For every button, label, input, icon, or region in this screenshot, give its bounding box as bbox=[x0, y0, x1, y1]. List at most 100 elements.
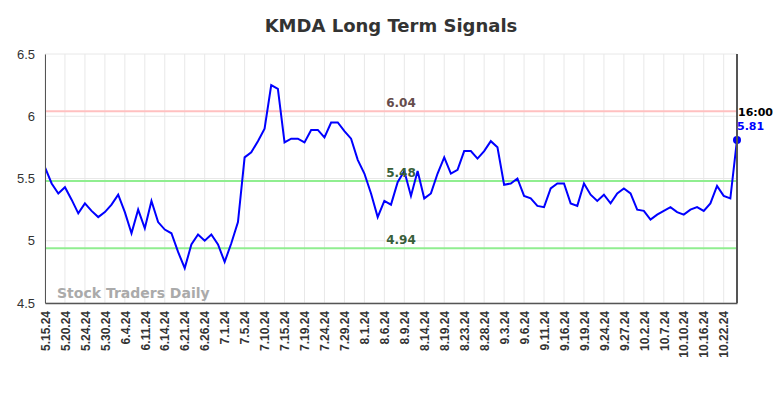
x-tick: 9.24.24 bbox=[598, 303, 612, 351]
x-tick: 5.30.24 bbox=[99, 303, 113, 351]
line-series bbox=[45, 85, 737, 268]
y-tick-label: 6 bbox=[28, 109, 35, 124]
x-tick: 6.26.24 bbox=[198, 303, 212, 351]
x-tick: 8.23.24 bbox=[458, 303, 472, 351]
x-tick-label: 7.24.24 bbox=[318, 311, 332, 351]
plot-area bbox=[45, 85, 741, 268]
level-label: 4.94 bbox=[386, 233, 416, 247]
x-tick: 8.14.24 bbox=[418, 303, 432, 351]
x-tick-label: 9.19.24 bbox=[578, 311, 592, 351]
x-tick-label: 8.19.24 bbox=[438, 311, 452, 351]
x-tick-label: 7.15.24 bbox=[278, 311, 292, 351]
x-tick: 7.1.24 bbox=[218, 303, 232, 344]
y-axis-line bbox=[45, 55, 46, 304]
x-tick-label: 7.10.24 bbox=[258, 311, 272, 351]
x-tick-label: 10.7.24 bbox=[658, 311, 672, 351]
grid-line-x bbox=[45, 54, 46, 303]
level-line bbox=[45, 247, 737, 249]
title: KMDA Long Term Signals bbox=[265, 15, 518, 36]
x-tick-label: 9.24.24 bbox=[598, 311, 612, 351]
x-tick-label: 8.1.24 bbox=[358, 311, 372, 345]
x-tick-label: 6.4.24 bbox=[119, 311, 133, 345]
x-tick-label: 5.15.24 bbox=[39, 311, 53, 351]
x-tick: 5.20.24 bbox=[59, 303, 73, 351]
x-tick: 8.9.24 bbox=[398, 303, 412, 344]
x-tick: 7.24.24 bbox=[318, 303, 332, 351]
x-tick-label: 6.14.24 bbox=[158, 311, 172, 351]
x-tick: 6.14.24 bbox=[158, 303, 172, 351]
watermark: Stock Traders Daily bbox=[57, 285, 210, 301]
x-tick: 8.6.24 bbox=[378, 303, 392, 344]
y-tick-label: 5.5 bbox=[17, 171, 35, 186]
x-tick-label: 8.9.24 bbox=[398, 311, 412, 345]
x-tick-label: 7.19.24 bbox=[298, 311, 312, 351]
x-tick-label: 9.27.24 bbox=[618, 311, 632, 351]
x-tick: 6.21.24 bbox=[178, 303, 192, 351]
x-tick-label: 8.28.24 bbox=[478, 311, 492, 351]
y-tick: 6 bbox=[28, 109, 45, 124]
x-tick-label: 5.30.24 bbox=[99, 311, 113, 351]
frame-right bbox=[736, 54, 738, 303]
y-tick: 5 bbox=[28, 233, 45, 248]
x-tick: 9.3.24 bbox=[498, 303, 512, 344]
x-tick-label: 10.16.24 bbox=[697, 311, 711, 358]
x-tick-label: 10.2.24 bbox=[638, 311, 652, 351]
x-tick-label: 9.6.24 bbox=[518, 311, 532, 345]
x-tick: 7.19.24 bbox=[298, 303, 312, 351]
grid-line-y bbox=[45, 303, 737, 304]
x-tick: 7.29.24 bbox=[338, 303, 352, 351]
x-tick-label: 6.11.24 bbox=[139, 311, 153, 351]
x-tick-label: 8.14.24 bbox=[418, 311, 432, 351]
grid-line-y bbox=[45, 54, 737, 55]
y-tick-label: 4.5 bbox=[17, 296, 35, 311]
x-tick: 9.16.24 bbox=[558, 303, 572, 351]
x-tick: 9.27.24 bbox=[618, 303, 632, 351]
x-tick-label: 9.3.24 bbox=[498, 311, 512, 345]
y-tick: 4.5 bbox=[17, 296, 45, 311]
x-axis: 5.15.24 5.20.24 5.24.24 5.30.24 6.4.24 6.11.2… bbox=[39, 303, 738, 358]
x-tick-label: 8.23.24 bbox=[458, 311, 472, 351]
grid bbox=[45, 54, 737, 303]
time-label: 16:00 bbox=[738, 106, 773, 119]
x-tick: 10.22.24 bbox=[717, 303, 731, 358]
grid-line-y bbox=[45, 116, 737, 117]
y-tick: 6.5 bbox=[17, 47, 45, 62]
last-value-label: 5.81 bbox=[737, 120, 764, 133]
x-tick-label: 5.20.24 bbox=[59, 311, 73, 351]
x-tick: 6.11.24 bbox=[139, 303, 153, 350]
x-tick: 10.16.24 bbox=[697, 303, 711, 358]
x-tick-label: 5.24.24 bbox=[79, 311, 93, 351]
level-line bbox=[45, 110, 737, 112]
y-tick-label: 6.5 bbox=[17, 47, 35, 62]
x-tick: 10.2.24 bbox=[638, 303, 652, 351]
x-tick-label: 10.22.24 bbox=[717, 311, 731, 358]
x-tick: 5.15.24 bbox=[39, 303, 53, 351]
level-label: 5.48 bbox=[386, 166, 416, 180]
x-tick-label: 10.10.24 bbox=[677, 311, 691, 358]
x-tick: 10.10.24 bbox=[677, 303, 691, 358]
x-tick-label: 7.5.24 bbox=[238, 311, 252, 345]
x-axis-line bbox=[46, 303, 738, 305]
y-axis: 4.5 5 5.5 6 6.5 bbox=[17, 47, 46, 311]
x-tick: 7.10.24 bbox=[258, 303, 272, 351]
x-tick: 9.6.24 bbox=[518, 303, 532, 344]
x-tick: 9.11.24 bbox=[538, 303, 552, 350]
x-tick: 9.19.24 bbox=[578, 303, 592, 351]
x-tick: 8.28.24 bbox=[478, 303, 492, 351]
x-tick: 8.1.24 bbox=[358, 303, 372, 344]
x-tick-label: 7.1.24 bbox=[218, 311, 232, 345]
y-tick-label: 5 bbox=[28, 233, 35, 248]
x-tick: 7.5.24 bbox=[238, 303, 252, 344]
level-line bbox=[45, 180, 737, 182]
level-label: 6.04 bbox=[386, 96, 416, 110]
x-tick: 7.15.24 bbox=[278, 303, 292, 351]
x-tick: 5.24.24 bbox=[79, 303, 93, 351]
x-tick-label: 6.21.24 bbox=[178, 311, 192, 351]
chart: KMDA Long Term Signals 4.5 5 5.5 6 6.5 5.15.24… bbox=[0, 0, 784, 398]
x-tick: 6.4.24 bbox=[119, 303, 133, 344]
x-tick: 8.19.24 bbox=[438, 303, 452, 351]
x-tick: 10.7.24 bbox=[658, 303, 672, 351]
x-tick-label: 9.11.24 bbox=[538, 311, 552, 351]
x-tick-label: 9.16.24 bbox=[558, 311, 572, 351]
x-tick-label: 6.26.24 bbox=[198, 311, 212, 351]
